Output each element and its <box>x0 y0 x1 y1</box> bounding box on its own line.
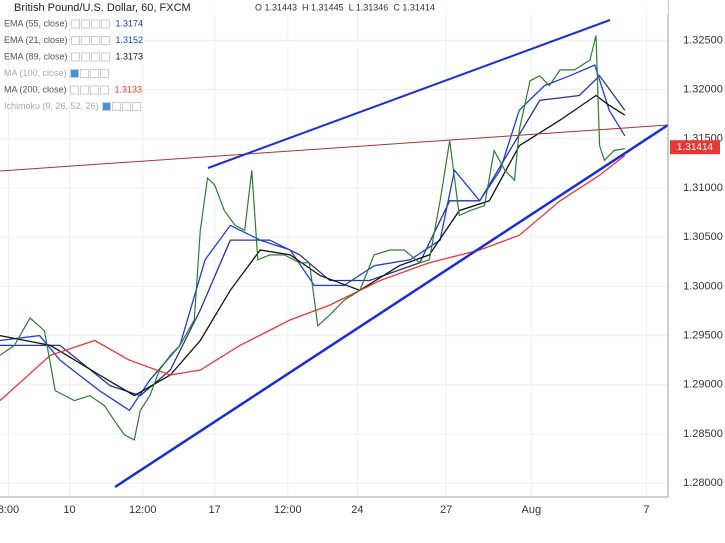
legend-button <box>132 102 142 111</box>
y-tick-label: 1.29000 <box>683 379 723 391</box>
last-price-tag <box>670 140 720 155</box>
indicator-line <box>0 154 626 402</box>
legend-name: Ichimoku (9, 26, 52, 26) <box>4 101 99 111</box>
legend-name: EMA (89, close) <box>4 51 68 61</box>
y-tick-label: 1.29500 <box>683 330 723 342</box>
legend-button <box>102 102 112 111</box>
ohlc-value: L 1.31346 <box>349 2 389 12</box>
ohlc-value: C 1.31414 <box>393 2 435 12</box>
legend-button <box>122 102 132 111</box>
trendline <box>0 124 669 172</box>
x-tick-label: 24 <box>351 504 363 516</box>
indicator-line <box>0 64 626 412</box>
x-tick-label: 12:00 <box>129 504 157 516</box>
trendline <box>114 123 669 489</box>
legend-name: EMA (21, close) <box>4 35 68 45</box>
y-tick-label: 1.30000 <box>683 280 723 292</box>
y-tick-label: 1.28000 <box>683 477 723 489</box>
legend-button <box>81 52 91 62</box>
trendline <box>207 19 611 169</box>
legend-name: EMA (55, close) <box>4 18 68 28</box>
x-tick-label: 12:00 <box>274 504 302 516</box>
legend-button <box>70 69 80 78</box>
legend-button <box>81 19 91 29</box>
x-tick-label: Aug <box>521 504 541 516</box>
price-line <box>0 35 625 441</box>
legend-button <box>100 69 110 78</box>
legend-button <box>81 36 91 45</box>
indicator-line <box>0 94 626 397</box>
x-tick-label: 10 <box>63 504 75 516</box>
y-tick-label: 1.31000 <box>683 182 723 194</box>
x-tick-label: 7 <box>643 504 649 516</box>
legend-button <box>80 85 90 95</box>
legend-button <box>112 102 122 111</box>
indicator-line <box>0 74 626 397</box>
chart-title: British Pound/U.S. Dollar, 60, FXCM <box>14 2 191 14</box>
legend-button <box>90 85 100 95</box>
x-tick-label: 17 <box>209 504 221 516</box>
legend-name: MA (100, close) <box>4 68 67 78</box>
y-tick-label: 1.30500 <box>683 231 723 243</box>
legend-button <box>101 36 111 45</box>
ohlc-value: H 1.31445 <box>302 2 344 12</box>
legend-button <box>71 36 81 45</box>
legend-value: 1.3133 <box>115 84 143 94</box>
legend-button <box>91 36 101 45</box>
y-tick-label: 1.32000 <box>683 83 723 95</box>
legend-button <box>91 52 101 62</box>
legend-value: 1.3152 <box>116 35 144 45</box>
header-bg <box>0 0 668 14</box>
legend-value: 1.3174 <box>116 18 144 28</box>
ohlc-value: O 1.31443 <box>255 2 297 12</box>
legend-value: 1.3173 <box>116 51 144 61</box>
legend-button <box>70 85 80 95</box>
legend-button <box>80 69 90 78</box>
x-tick-label: 8:00 <box>0 504 19 516</box>
x-tick-label: 27 <box>440 504 452 516</box>
legend-button <box>101 19 111 29</box>
legend-button <box>100 85 110 95</box>
legend-name: MA (200, close) <box>4 84 67 94</box>
legend-button <box>71 19 81 29</box>
y-tick-label: 1.32500 <box>683 34 723 46</box>
legend-button <box>91 19 101 29</box>
legend-button <box>90 69 100 78</box>
legend-button <box>101 52 111 62</box>
last-price-label: 1.31414 <box>677 142 714 153</box>
y-tick-label: 1.28500 <box>683 428 723 440</box>
legend-button <box>71 52 81 62</box>
